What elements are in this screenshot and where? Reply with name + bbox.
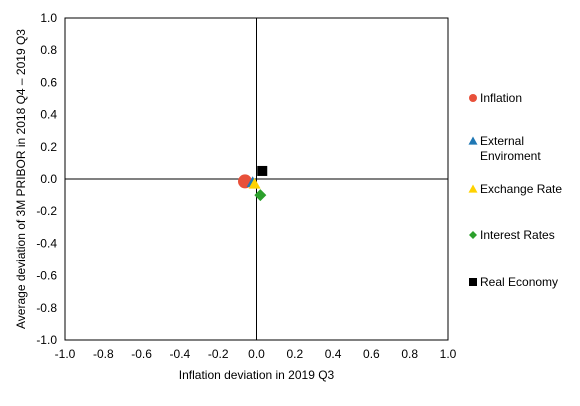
- legend-external-marker: [468, 136, 478, 145]
- legend-exchange-rate-label: Exchange Rate: [480, 182, 562, 196]
- x-tick-label: -0.6: [131, 347, 152, 361]
- x-tick-label: 0.6: [363, 347, 380, 361]
- x-axis-ticks: -1.0 -0.8 -0.6 -0.4 -0.2 0.0 0.2 0.4 0.6 0.8 1.0: [55, 347, 457, 361]
- y-tick-label: 0.2: [40, 140, 57, 154]
- data-points: [238, 165, 268, 202]
- x-tick-label: -0.2: [208, 347, 229, 361]
- y-tick-label: -0.2: [36, 204, 57, 218]
- y-tick-label: -1.0: [36, 333, 57, 347]
- y-tick-label: 0.0: [40, 172, 57, 186]
- x-tick-label: 0.0: [248, 347, 265, 361]
- legend-real-economy-marker: [469, 278, 477, 286]
- x-tick-label: -0.4: [170, 347, 191, 361]
- x-tick-label: -0.8: [93, 347, 114, 361]
- data-point-real-economy: [257, 165, 268, 176]
- legend-interest-rates-marker: [469, 231, 477, 239]
- x-tick-label: -1.0: [55, 347, 76, 361]
- y-tick-label: 0.6: [40, 75, 57, 89]
- x-tick-label: 1.0: [440, 347, 457, 361]
- y-tick-label: 1.0: [40, 11, 57, 25]
- zero-lines: [65, 18, 448, 340]
- data-point-exchange-rate: [248, 177, 261, 189]
- legend-exchange-rate-marker: [468, 184, 478, 193]
- x-tick-label: 0.8: [401, 347, 418, 361]
- y-tick-label: 0.8: [40, 43, 57, 57]
- legend-external-label: External: [480, 134, 524, 148]
- y-axis-title: Average deviation of 3M PRIBOR in 2018 Q…: [14, 29, 28, 329]
- legend-external-label: Enviroment: [480, 149, 541, 163]
- legend-inflation-marker: [469, 94, 477, 102]
- x-tick-label: 0.2: [286, 347, 303, 361]
- x-axis-title: Inflation deviation in 2019 Q3: [179, 368, 335, 382]
- y-tick-label: -0.6: [36, 269, 57, 283]
- legend-inflation-label: Inflation: [480, 91, 522, 105]
- data-point-interest-rates: [254, 189, 267, 202]
- y-tick-label: -0.4: [36, 236, 57, 250]
- legend-real-economy-label: Real Economy: [480, 275, 558, 289]
- legend-interest-rates-label: Interest Rates: [480, 228, 555, 242]
- y-tick-label: 0.4: [40, 108, 57, 122]
- x-tick-label: 0.4: [325, 347, 342, 361]
- y-axis-ticks: 1.0 0.8 0.6 0.4 0.2 0.0 -0.2 -0.4 -0.6 -0.8 -1.0: [36, 11, 57, 347]
- y-tick-label: -0.8: [36, 301, 57, 315]
